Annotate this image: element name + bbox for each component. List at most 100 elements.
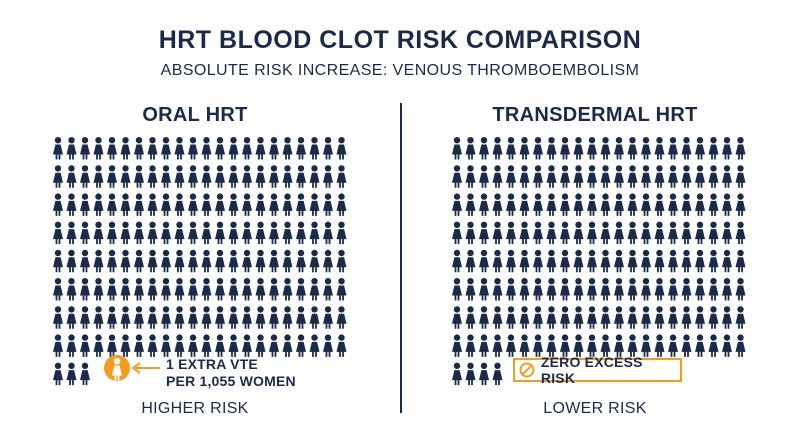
woman-icon — [654, 306, 665, 329]
woman-icon — [708, 165, 719, 188]
woman-icon — [465, 165, 476, 188]
woman-icon — [282, 137, 293, 160]
woman-icon — [201, 137, 212, 160]
woman-icon — [188, 306, 198, 329]
woman-icon — [66, 278, 77, 301]
woman-icon — [479, 362, 489, 386]
woman-icon — [323, 334, 333, 357]
woman-icon — [269, 306, 279, 329]
woman-icon — [53, 165, 63, 188]
woman-icon — [161, 249, 171, 273]
woman-icon — [80, 221, 90, 245]
woman-icon — [336, 278, 347, 301]
woman-icon — [107, 137, 117, 160]
woman-icon — [735, 249, 746, 273]
woman-icon — [120, 165, 131, 188]
woman-icon — [255, 165, 266, 188]
woman-icon — [201, 249, 212, 273]
panel-title-transdermal: TRANSDERMAL HRT — [492, 104, 698, 126]
woman-icon — [735, 278, 746, 301]
woman-icon — [641, 165, 651, 188]
woman-icon — [695, 334, 705, 357]
woman-icon — [614, 306, 624, 329]
woman-icon — [80, 165, 90, 188]
woman-icon — [120, 193, 131, 216]
woman-icon — [465, 334, 476, 357]
woman-icon — [255, 193, 266, 216]
woman-icon — [546, 221, 557, 245]
woman-icon — [722, 334, 732, 357]
woman-icon — [53, 334, 63, 357]
woman-icon — [492, 221, 503, 245]
woman-icon — [560, 165, 570, 188]
woman-icon — [147, 221, 158, 245]
woman-icon — [120, 137, 131, 160]
woman-icon — [147, 249, 158, 273]
woman-icon — [93, 165, 104, 188]
woman-icon — [506, 221, 516, 245]
woman-icon — [465, 278, 476, 301]
woman-icon — [641, 334, 651, 357]
woman-icon — [560, 306, 570, 329]
woman-icon — [614, 249, 624, 273]
woman-icon — [309, 137, 320, 160]
woman-icon — [479, 249, 489, 273]
woman-icon — [492, 306, 503, 329]
woman-icon — [560, 278, 570, 301]
woman-icon — [120, 221, 131, 245]
woman-icon — [53, 137, 63, 160]
woman-icon — [66, 221, 77, 245]
woman-icon — [695, 249, 705, 273]
woman-icon — [120, 306, 131, 329]
woman-icon — [53, 306, 63, 329]
woman-icon — [242, 137, 252, 160]
woman-icon — [201, 221, 212, 245]
woman-icon — [465, 221, 476, 245]
woman-icon — [668, 306, 678, 329]
woman-icon — [188, 221, 198, 245]
woman-icon — [722, 306, 732, 329]
woman-icon — [336, 221, 347, 245]
woman-icon — [80, 278, 90, 301]
woman-icon — [506, 306, 516, 329]
woman-icon — [107, 221, 117, 245]
woman-icon — [573, 137, 584, 160]
woman-icon — [722, 193, 732, 216]
woman-icon — [465, 362, 476, 386]
woman-icon — [53, 278, 63, 301]
woman-icon — [120, 278, 131, 301]
woman-icon — [147, 306, 158, 329]
woman-icon — [627, 165, 638, 188]
woman-icon — [174, 221, 185, 245]
woman-icon — [695, 221, 705, 245]
woman-icon — [174, 165, 185, 188]
woman-icon — [107, 193, 117, 216]
woman-icon — [134, 193, 144, 216]
woman-icon — [452, 193, 462, 216]
woman-icon — [188, 193, 198, 216]
woman-icon — [66, 306, 77, 329]
woman-icon — [681, 193, 692, 216]
woman-icon — [147, 137, 158, 160]
woman-icon — [560, 249, 570, 273]
woman-icon — [506, 249, 516, 273]
woman-icon — [309, 278, 320, 301]
woman-icon — [120, 334, 131, 357]
woman-icon — [587, 221, 597, 245]
woman-icon — [573, 193, 584, 216]
woman-icon — [735, 193, 746, 216]
woman-icon — [296, 193, 306, 216]
woman-icon — [546, 249, 557, 273]
woman-icon — [479, 306, 489, 329]
woman-icon — [174, 193, 185, 216]
woman-icon — [93, 221, 104, 245]
woman-icon — [309, 165, 320, 188]
woman-icon — [533, 249, 543, 273]
prohibited-icon — [519, 362, 535, 378]
woman-icon — [282, 278, 293, 301]
woman-icon — [80, 249, 90, 273]
woman-icon — [600, 137, 611, 160]
woman-icon — [452, 306, 462, 329]
woman-icon — [147, 165, 158, 188]
woman-icon — [519, 193, 530, 216]
